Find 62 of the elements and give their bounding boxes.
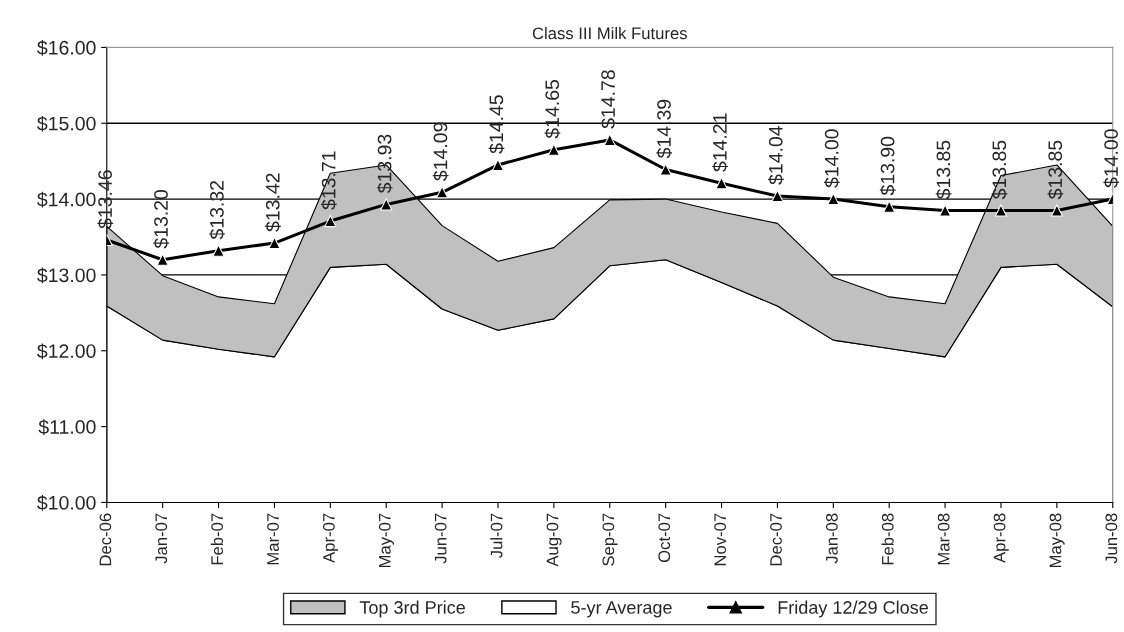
data-label: $13.71 bbox=[320, 151, 337, 210]
point bbox=[1050, 204, 1063, 217]
x-tick-label: Nov-07 bbox=[714, 513, 727, 566]
data-label: $14.00 bbox=[1103, 129, 1120, 188]
x-tick-label: Jun-07 bbox=[434, 513, 447, 564]
data-label: $13.90 bbox=[879, 136, 896, 196]
y-tick-label: $15.00 bbox=[37, 115, 96, 132]
x-tick-label: Jun-08 bbox=[1105, 513, 1118, 564]
x-tick-label: Apr-07 bbox=[323, 513, 339, 563]
data-label: $13.46 bbox=[97, 170, 114, 229]
data-label: $14.39 bbox=[656, 99, 673, 159]
x-tick-label: Jan-08 bbox=[825, 513, 838, 564]
x-tick-label: May-08 bbox=[1049, 513, 1065, 568]
point bbox=[883, 200, 896, 213]
x-tick-label: Aug-07 bbox=[546, 513, 562, 567]
y-tick-label: $11.00 bbox=[38, 419, 96, 435]
x-tick-label: Sep-07 bbox=[602, 513, 618, 566]
x-tick-label: Mar-08 bbox=[937, 513, 950, 565]
y-tick-label: $14.00 bbox=[37, 191, 96, 208]
point bbox=[939, 204, 952, 217]
chart-title: Class III Milk Futures bbox=[532, 26, 687, 40]
data-label: $14.00 bbox=[823, 129, 840, 188]
legend-label: Friday 12/29 Close bbox=[778, 600, 928, 618]
point bbox=[380, 198, 393, 211]
data-label: $13.93 bbox=[376, 134, 393, 194]
point bbox=[491, 158, 505, 172]
point bbox=[436, 186, 449, 199]
x-tick-label: Oct-07 bbox=[658, 513, 671, 563]
data-label: $13.85 bbox=[1047, 140, 1064, 200]
data-label: $14.45 bbox=[488, 95, 505, 154]
x-tick-label: Feb-07 bbox=[210, 513, 224, 565]
data-label: $14.65 bbox=[544, 80, 561, 139]
x-tick-label: Mar-07 bbox=[267, 513, 279, 565]
x-tick-label: Dec-06 bbox=[99, 513, 112, 566]
y-tick-label: $10.00 bbox=[37, 495, 96, 511]
legend-label: 5-yr Average bbox=[571, 601, 672, 618]
data-label: $14.04 bbox=[768, 126, 784, 185]
data-label: $14.09 bbox=[432, 122, 449, 181]
y-tick-label: $12.00 bbox=[37, 343, 96, 360]
y-tick-label: $16.00 bbox=[37, 40, 96, 56]
point bbox=[994, 204, 1008, 217]
data-label: $14.21 bbox=[712, 113, 728, 172]
y-tick-label: $13.00 bbox=[37, 267, 96, 284]
point bbox=[771, 189, 784, 203]
x-tick-label: May-07 bbox=[378, 513, 394, 568]
point bbox=[603, 133, 616, 146]
point bbox=[268, 236, 281, 250]
x-tick-label: Jul-07 bbox=[490, 513, 503, 558]
data-label: $14.78 bbox=[600, 70, 617, 129]
data-label: $13.32 bbox=[209, 181, 225, 240]
point bbox=[324, 215, 337, 228]
point bbox=[547, 143, 560, 156]
data-label: $13.85 bbox=[935, 140, 952, 200]
x-tick-label: Apr-08 bbox=[993, 513, 1009, 563]
point bbox=[715, 177, 728, 190]
x-tick-label: Jan-07 bbox=[155, 513, 168, 564]
x-tick-label: Dec-07 bbox=[770, 513, 782, 566]
data-label: $13.85 bbox=[991, 140, 1008, 200]
legend-label: Top 3rd Price bbox=[359, 600, 465, 618]
data-label: $13.20 bbox=[153, 189, 170, 249]
x-tick-label: Feb-08 bbox=[881, 513, 894, 565]
data-label: $13.42 bbox=[265, 173, 281, 232]
